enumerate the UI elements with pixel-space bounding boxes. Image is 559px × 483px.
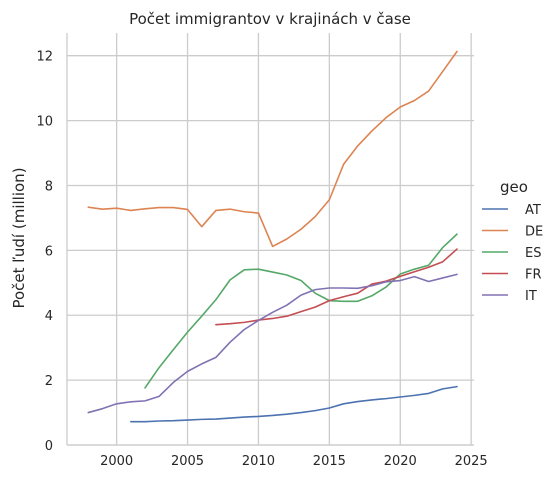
x-tick-label: 2020 bbox=[384, 454, 417, 469]
legend-item-de: DE bbox=[482, 225, 543, 240]
axes-spines bbox=[66, 33, 474, 446]
y-tick-label: 2 bbox=[45, 374, 53, 389]
x-tick-label: 2015 bbox=[313, 454, 346, 469]
x-tick-label: 2025 bbox=[455, 454, 488, 469]
chart-title: Počet immigrantov v krajinách v čase bbox=[129, 10, 411, 28]
y-tick-label: 0 bbox=[45, 439, 53, 454]
y-axis-ticks: 0 2 4 6 8 10 12 bbox=[36, 50, 53, 454]
series-line-fr bbox=[215, 248, 458, 326]
series-line-es bbox=[144, 233, 458, 389]
series-lines bbox=[87, 50, 458, 423]
legend-label: FR bbox=[525, 268, 542, 283]
x-tick-label: 2000 bbox=[100, 454, 133, 469]
x-axis-ticks: 2000 2005 2010 2015 2020 2025 bbox=[100, 454, 488, 469]
x-tick-label: 2010 bbox=[242, 454, 275, 469]
y-tick-label: 10 bbox=[36, 115, 53, 130]
legend-item-it: IT bbox=[482, 289, 537, 304]
y-tick-label: 8 bbox=[45, 179, 53, 194]
series-line-at bbox=[130, 385, 458, 423]
legend: geo AT DE ES FR IT bbox=[482, 178, 543, 304]
legend-label: IT bbox=[525, 289, 537, 304]
y-axis-title: Počet ľudí (million) bbox=[10, 167, 28, 308]
legend-label: ES bbox=[525, 246, 541, 261]
series-line-it bbox=[87, 273, 458, 414]
legend-item-es: ES bbox=[482, 246, 541, 261]
y-tick-label: 6 bbox=[45, 244, 53, 259]
legend-title: geo bbox=[500, 178, 528, 196]
legend-label: AT bbox=[525, 203, 541, 218]
legend-item-fr: FR bbox=[482, 268, 542, 283]
grid bbox=[67, 33, 474, 446]
legend-label: DE bbox=[525, 225, 543, 240]
legend-items: AT DE ES FR IT bbox=[482, 203, 543, 304]
legend-item-at: AT bbox=[482, 203, 541, 218]
y-tick-label: 4 bbox=[45, 309, 53, 324]
y-tick-label: 12 bbox=[36, 50, 53, 65]
series-line-de bbox=[87, 50, 458, 248]
x-tick-label: 2005 bbox=[171, 454, 204, 469]
